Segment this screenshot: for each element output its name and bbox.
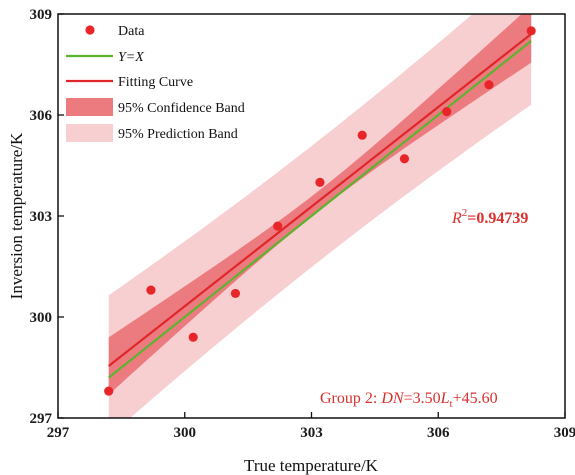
legend-label: 95% Confidence Band bbox=[118, 101, 245, 116]
y-axis-title: Inversion temperature/K bbox=[7, 132, 26, 299]
r-squared-annotation: R2=0.94739 bbox=[451, 207, 528, 227]
y-tick-label: 309 bbox=[30, 7, 53, 23]
ticks-layer: 297 300 303 306 309 297 300 303 306 309 bbox=[30, 7, 575, 441]
y-tick-label: 297 bbox=[30, 411, 53, 427]
lines-layer bbox=[108, 33, 532, 379]
x-tick-label: 297 bbox=[47, 425, 70, 441]
r2-value: =0.94739 bbox=[467, 210, 528, 227]
x-axis-title: True temperature/K bbox=[244, 456, 379, 475]
dn-symbol: DN bbox=[380, 390, 405, 407]
r2-symbol: R bbox=[451, 210, 462, 227]
legend-label: Data bbox=[118, 24, 145, 39]
x-tick-label: 309 bbox=[554, 425, 575, 441]
legend: Data Y=X Fitting Curve 95% Confidence Band 9… bbox=[66, 24, 245, 142]
data-point bbox=[273, 221, 283, 231]
points-layer bbox=[104, 26, 536, 396]
equation-mid: =3.50 bbox=[404, 390, 441, 407]
y-tick-label: 300 bbox=[30, 310, 53, 326]
bands-layer bbox=[108, 14, 532, 418]
group-prefix: Group 2: bbox=[320, 390, 381, 407]
data-point bbox=[230, 288, 241, 299]
y-tick-label: 303 bbox=[30, 209, 53, 225]
data-point bbox=[399, 154, 410, 164]
legend-label: Y=X bbox=[118, 50, 144, 65]
lt-subscript: t bbox=[450, 398, 453, 410]
fitting-curve bbox=[108, 33, 532, 367]
data-point bbox=[357, 130, 367, 140]
data-point bbox=[484, 80, 494, 90]
identity-line bbox=[108, 40, 532, 379]
data-point bbox=[526, 26, 536, 36]
data-point bbox=[442, 107, 452, 117]
data-point bbox=[315, 177, 325, 187]
r2-superscript: 2 bbox=[462, 207, 468, 219]
data-point bbox=[104, 386, 114, 396]
legend-symbol-band bbox=[66, 124, 113, 142]
y-tick-label: 306 bbox=[30, 108, 53, 124]
regression-equation: Group 2: DN=3.50Lt+45.60 bbox=[320, 390, 498, 410]
data-point bbox=[146, 285, 156, 295]
legend-label: Fitting Curve bbox=[118, 75, 193, 90]
legend-label: 95% Prediction Band bbox=[118, 127, 238, 142]
x-tick-label: 306 bbox=[427, 425, 450, 441]
data-point bbox=[188, 332, 198, 342]
equation-end: +45.60 bbox=[453, 390, 498, 407]
legend-symbol-data bbox=[85, 25, 95, 35]
x-tick-label: 303 bbox=[300, 425, 323, 441]
lt-symbol: L bbox=[440, 390, 450, 407]
confidence-band bbox=[108, 14, 532, 395]
legend-symbol-band bbox=[66, 98, 113, 116]
x-tick-label: 300 bbox=[174, 425, 197, 441]
